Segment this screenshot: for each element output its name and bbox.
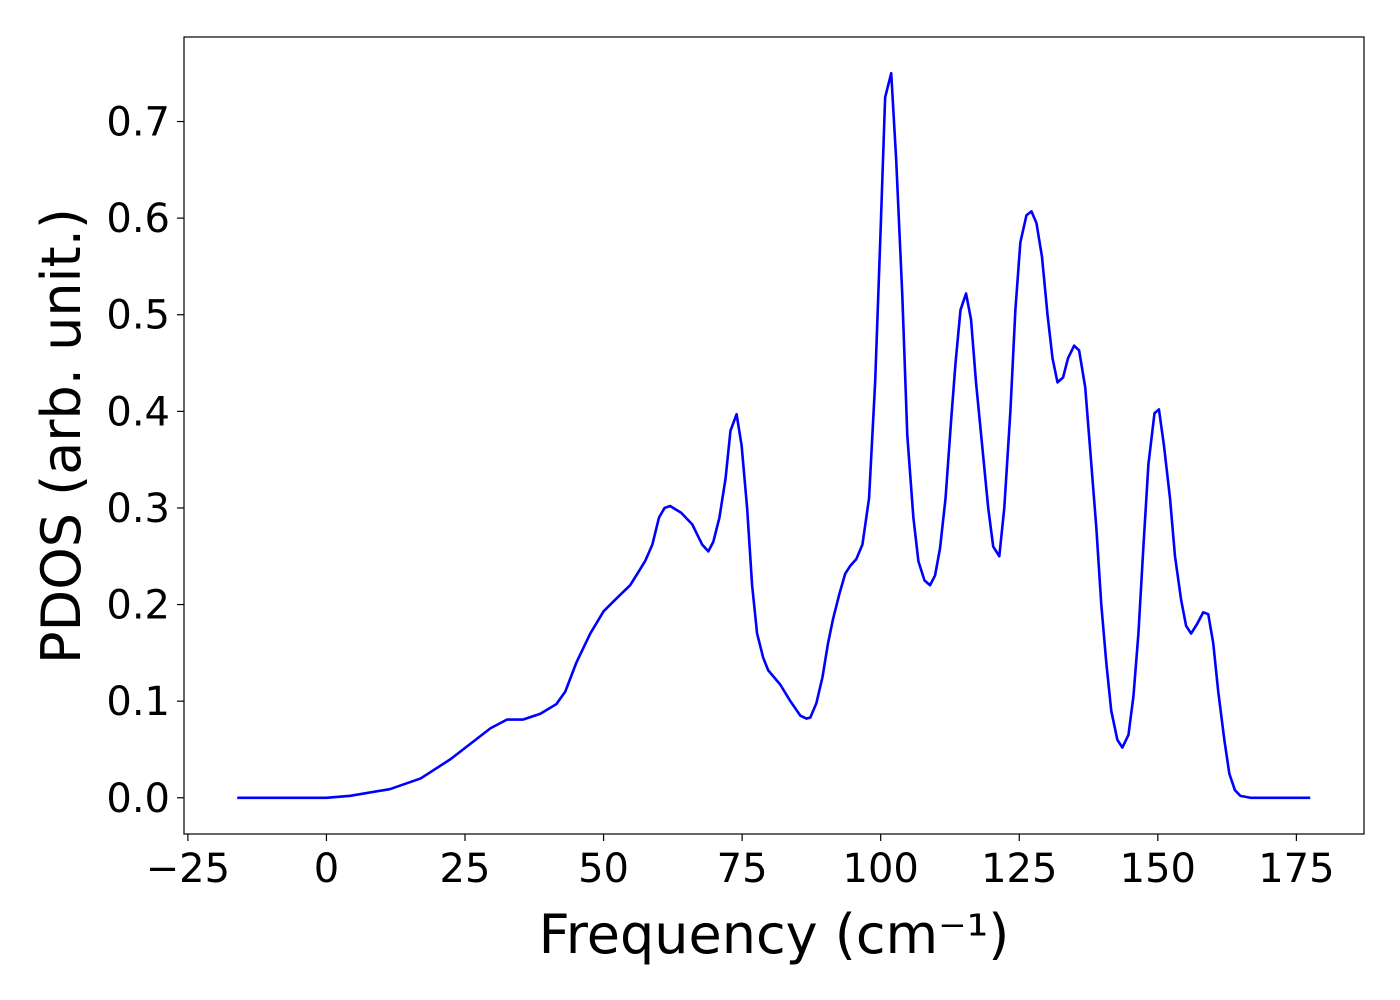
y-tick-label: 0.3 (106, 486, 170, 532)
x-tick-label: 175 (1258, 846, 1334, 892)
y-tick-label: 0.1 (106, 679, 170, 725)
x-axis-label: Frequency (cm⁻¹) (539, 903, 1010, 966)
x-tick-label: 125 (981, 846, 1057, 892)
y-tick-label: 0.4 (106, 389, 170, 435)
x-tick-label: 150 (1120, 846, 1196, 892)
x-tick-label: 50 (578, 846, 629, 892)
y-tick-label: 0.6 (106, 196, 170, 242)
y-tick-label: 0.0 (106, 776, 170, 822)
y-tick-label: 0.5 (106, 293, 170, 339)
plot-frame (183, 36, 1365, 835)
x-tick-label: −25 (146, 846, 230, 892)
x-tick-label: 0 (314, 846, 339, 892)
y-axis-label: PDOS (arb. unit.) (30, 208, 93, 664)
y-tick-label: 0.2 (106, 583, 170, 629)
x-tick-label: 100 (843, 846, 919, 892)
data-line (237, 71, 1311, 800)
x-tick-label: 75 (717, 846, 768, 892)
x-tick-label: 25 (440, 846, 491, 892)
y-tick-label: 0.7 (106, 100, 170, 146)
